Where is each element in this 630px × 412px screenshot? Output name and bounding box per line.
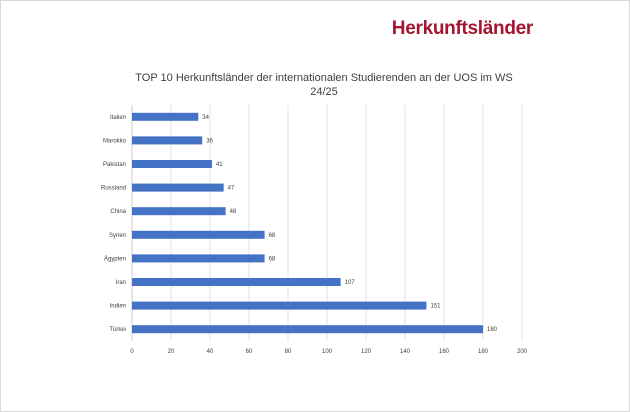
y-category-label: Pakistan xyxy=(103,162,126,168)
bar xyxy=(132,230,265,239)
bar-value-label: 180 xyxy=(487,327,498,333)
x-tick-label: 160 xyxy=(439,349,450,355)
bar xyxy=(132,325,483,334)
x-tick-label: 80 xyxy=(285,349,292,355)
bar xyxy=(132,207,226,216)
x-tick-label: 20 xyxy=(168,349,175,355)
bar-value-label: 48 xyxy=(230,209,237,215)
y-category-label: Türkei xyxy=(109,327,126,333)
bar-value-label: 151 xyxy=(430,304,441,310)
y-category-label: Ägypten xyxy=(104,255,126,262)
x-tick-label: 60 xyxy=(246,349,253,355)
y-category-label: Marokko xyxy=(103,138,127,144)
y-category-label: China xyxy=(110,209,126,215)
bar xyxy=(132,301,427,310)
chart-title-line-1: TOP 10 Herkunftsländer der international… xyxy=(135,72,513,84)
bar-value-label: 34 xyxy=(202,115,209,121)
bar xyxy=(132,160,212,168)
bar xyxy=(132,278,341,286)
chart-title: TOP 10 Herkunftsländer der international… xyxy=(1,71,630,99)
x-tick-label: 180 xyxy=(478,349,489,355)
bar-value-label: 107 xyxy=(345,280,356,286)
x-tick-label: 120 xyxy=(361,349,372,355)
x-tick-label: 200 xyxy=(517,349,528,355)
bar-value-label: 36 xyxy=(206,138,213,144)
bar xyxy=(132,254,265,263)
bar-value-label: 47 xyxy=(228,186,235,192)
bar-value-label: 68 xyxy=(269,256,276,262)
y-category-label: Iran xyxy=(116,280,126,286)
page-title: Herkunftsländer xyxy=(391,18,534,39)
bar xyxy=(132,112,199,121)
bar-value-label: 68 xyxy=(269,233,276,239)
x-tick-label: 40 xyxy=(207,349,214,355)
y-category-label: Indien xyxy=(110,304,126,310)
y-category-label: Italien xyxy=(110,115,126,121)
x-tick-label: 100 xyxy=(322,349,333,355)
x-tick-label: 140 xyxy=(400,349,411,355)
chart-title-line-2: 24/25 xyxy=(310,86,338,98)
bar xyxy=(132,136,203,145)
bar-value-label: 41 xyxy=(216,162,223,168)
bar xyxy=(132,183,224,192)
y-category-label: Syrien xyxy=(109,233,126,239)
x-tick-label: 0 xyxy=(130,349,134,355)
y-category-label: Russland xyxy=(101,186,126,192)
